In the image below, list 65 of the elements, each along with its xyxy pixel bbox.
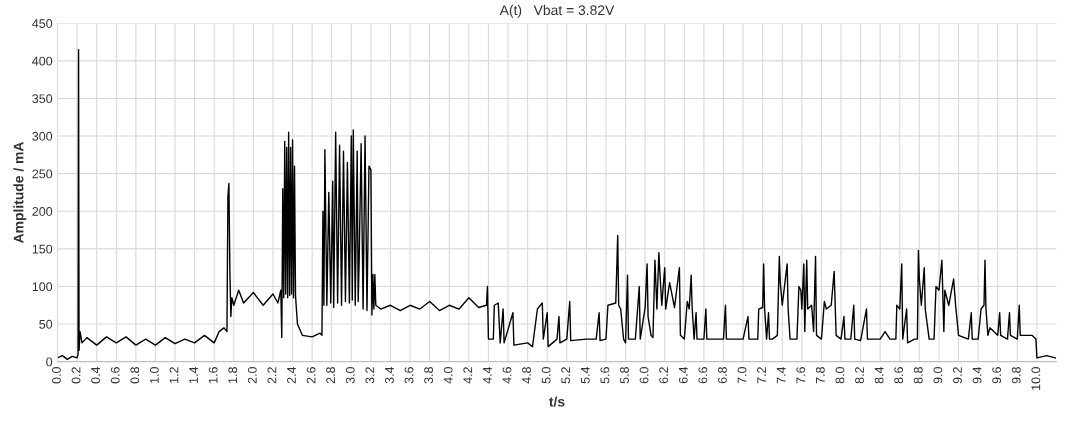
y-tick-label: 350	[32, 94, 53, 104]
x-tick-label: 5.2	[561, 367, 571, 384]
line-series	[57, 48, 1057, 361]
x-tick-label: 6.8	[717, 367, 727, 384]
x-tick-label: 0.4	[91, 366, 101, 384]
x-tick-label: 2.8	[326, 367, 336, 384]
x-tick-label: 0.6	[110, 367, 120, 384]
x-tick-label: 2.0	[247, 367, 257, 384]
x-tick-label: 2.4	[287, 366, 296, 384]
x-tick-label: 7.2	[757, 367, 766, 384]
x-tick-label: 3.4	[385, 366, 394, 384]
x-tick-label: 3.2	[365, 367, 375, 384]
x-tick-label: 6.4	[678, 366, 688, 384]
y-tick-label: 400	[32, 56, 53, 66]
x-tick-label: 1.4	[189, 366, 198, 383]
y-tick-label: 0	[46, 357, 53, 367]
x-tick-label: 7.8	[815, 367, 825, 384]
x-tick-label: 7.4	[776, 366, 786, 384]
y-tick-label: 150	[32, 244, 53, 254]
x-tick-label: 8.8	[913, 367, 923, 384]
x-tick-label: 3.8	[424, 367, 434, 384]
x-tick-label: 5.8	[620, 367, 629, 384]
x-tick-label: 8.2	[855, 367, 864, 384]
x-tick-label: 0.8	[130, 367, 140, 384]
x-tick-label: 4.8	[522, 367, 531, 384]
x-tick-label: 3.0	[345, 367, 355, 384]
x-tick-label: 9.4	[972, 366, 982, 384]
chart-title: A(t) Vbat = 3.82V	[499, 4, 615, 18]
x-tick-label: 8.0	[835, 367, 845, 384]
x-tick-label: 3.6	[404, 367, 414, 384]
x-tick-label: 1.0	[149, 367, 159, 383]
y-tick-label: 450	[32, 19, 53, 28]
y-tick-label: 100	[32, 282, 53, 292]
x-tick-label: 4.6	[502, 367, 512, 384]
x-tick-label: 1.2	[169, 367, 179, 383]
y-tick-label: 200	[32, 207, 53, 216]
x-tick-label: 9.2	[953, 367, 962, 384]
x-tick-label: 5.0	[541, 367, 551, 384]
x-tick-label: 8.4	[874, 366, 884, 384]
x-tick-label: 8.6	[894, 367, 904, 384]
x-tick-label: 5.4	[581, 366, 590, 384]
y-tick-label: 250	[32, 169, 53, 179]
x-tick-label: 10.0	[1031, 367, 1041, 390]
x-tick-label: 9.6	[992, 367, 1002, 384]
x-tick-label: 2.2	[267, 367, 277, 384]
x-axis-title: t/s	[549, 396, 565, 407]
x-tick-label: 1.8	[228, 367, 238, 383]
x-tick-label: 1.6	[208, 367, 218, 383]
x-tick-label: 4.2	[463, 367, 473, 384]
x-tick-label: 0.0	[52, 367, 61, 384]
x-tick-label: 9.0	[933, 367, 943, 384]
x-tick-label: 7.0	[737, 367, 747, 384]
x-tick-label: 0.2	[71, 367, 81, 384]
x-tick-label: 9.8	[1011, 367, 1021, 384]
x-tick-label: 7.6	[796, 367, 806, 384]
x-tick-label: 5.6	[600, 367, 610, 384]
y-tick-label: 50	[39, 319, 53, 329]
x-tick-label: 4.0	[443, 367, 453, 384]
x-tick-label: 6.2	[659, 367, 669, 384]
x-tick-label: 4.4	[483, 366, 492, 384]
y-tick-label: 300	[32, 131, 53, 141]
x-tick-label: 6.0	[639, 367, 649, 384]
x-tick-label: 2.6	[306, 367, 316, 384]
y-axis-title: Amplitude / mA	[13, 141, 27, 244]
x-tick-label: 6.6	[698, 367, 708, 384]
